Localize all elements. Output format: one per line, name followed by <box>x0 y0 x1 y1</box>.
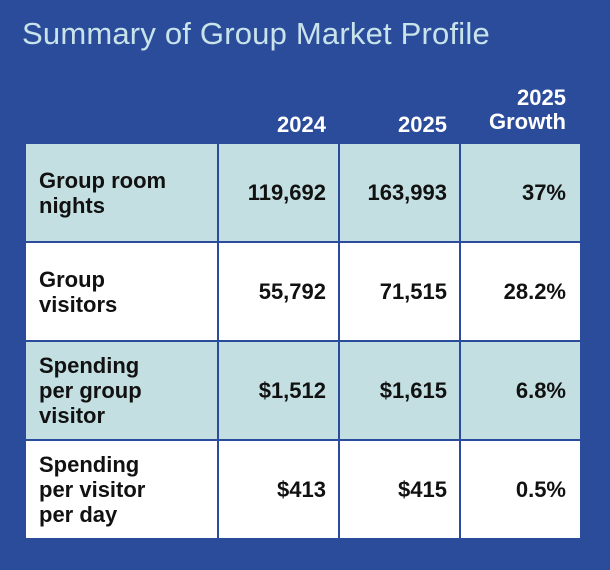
row-label-line: Spending <box>39 452 140 477</box>
table-row: Spending per group visitor $1,512 $1,615… <box>24 340 582 441</box>
table-row: Spending per visitor per day $413 $415 0… <box>24 439 582 540</box>
value-2024: $413 <box>217 439 340 540</box>
row-label-line: Group <box>39 266 105 292</box>
row-label: Spending per visitor per day <box>24 439 219 540</box>
value-2024: $1,512 <box>217 340 340 441</box>
value-2025: $1,615 <box>338 340 461 441</box>
value-growth: 28.2% <box>459 241 582 342</box>
value-growth: 6.8% <box>459 340 582 441</box>
value-growth: 0.5% <box>459 439 582 540</box>
row-label: Spending per group visitor <box>24 340 219 441</box>
row-label-line: nights <box>39 192 105 218</box>
table-row: Group visitors 55,792 71,515 28.2% <box>24 241 582 342</box>
row-label-line: Spending <box>39 353 140 378</box>
row-label-line: Group room <box>39 167 167 193</box>
row-label-line: visitor <box>39 403 106 428</box>
column-header-2024: 2024 <box>277 112 326 137</box>
row-label-line: per day <box>39 502 118 527</box>
value-2024: 55,792 <box>217 241 340 342</box>
column-header-growth: 2025 Growth <box>460 86 566 134</box>
page-title: Summary of Group Market Profile <box>22 16 490 51</box>
value-2025: 163,993 <box>338 142 461 243</box>
column-header-growth-line1: 2025 <box>517 85 566 110</box>
market-profile-table: Group room nights 119,692 163,993 37% Gr… <box>24 142 582 540</box>
value-2025: $415 <box>338 439 461 540</box>
value-2024: 119,692 <box>217 142 340 243</box>
table-row: Group room nights 119,692 163,993 37% <box>24 142 582 243</box>
column-header-growth-line2: Growth <box>489 109 566 134</box>
row-label-line: per group <box>39 378 142 403</box>
row-label-line: visitors <box>39 291 118 317</box>
row-label: Group room nights <box>24 142 219 243</box>
value-growth: 37% <box>459 142 582 243</box>
row-label-line: per visitor <box>39 477 146 502</box>
row-label: Group visitors <box>24 241 219 342</box>
column-header-2025: 2025 <box>398 112 447 137</box>
value-2025: 71,515 <box>338 241 461 342</box>
